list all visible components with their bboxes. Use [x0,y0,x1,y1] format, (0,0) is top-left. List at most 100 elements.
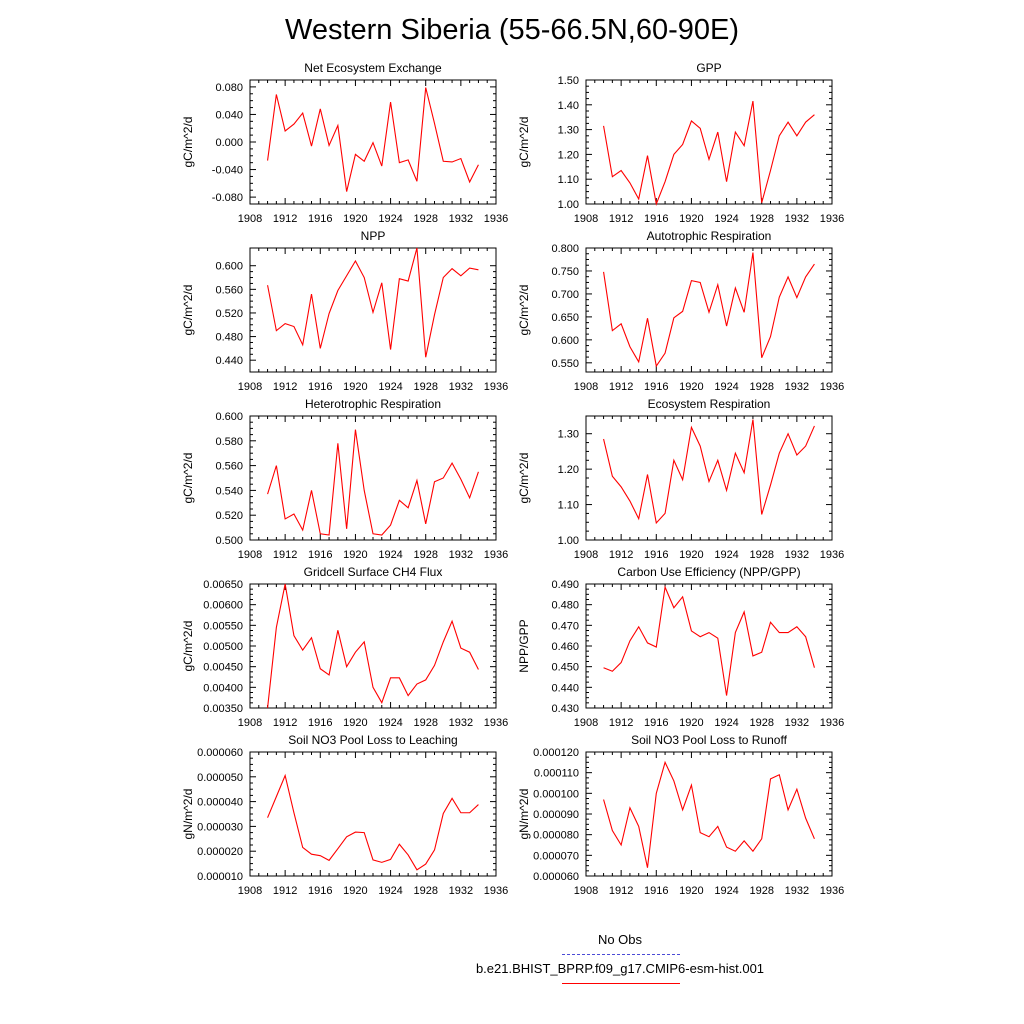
y-tick-label: 0.500 [215,535,243,547]
chart-panel-7: Carbon Use Efficiency (NPP/GPP) NPP/GPP 19… [517,565,844,729]
x-tick-label: 1928 [749,213,773,225]
chart-panel-2: NPP gC/m^2/d 1908 1912 1916 1920 1924 1928 1932 1… [181,229,508,393]
y-tick-label: 1.10 [558,174,579,186]
x-tick-label: 1932 [449,213,473,225]
y-tick-label: 0.480 [215,332,243,344]
x-tick-label: 1908 [238,381,262,393]
x-tick-label: 1908 [238,213,262,225]
y-tick-label: 0.000 [215,137,243,149]
y-tick-label: 0.470 [551,620,579,632]
x-tick-label: 1936 [820,717,844,729]
plot-frame [585,751,833,877]
y-tick-label: 1.30 [558,429,579,441]
x-tick-label: 1924 [714,549,738,561]
y-tick-label: -0.040 [212,165,243,177]
x-tick-label: 1920 [343,885,367,897]
y-tick-label: 0.520 [215,308,243,320]
x-tick-label: 1916 [644,381,668,393]
x-tick-label: 1932 [785,717,809,729]
y-axis-label: gC/m^2/d [517,117,531,168]
y-tick-label: 0.00650 [203,579,243,591]
x-tick-label: 1928 [749,885,773,897]
x-tick-label: 1936 [820,549,844,561]
series-line-0 [603,419,815,525]
x-tick-label: 1932 [449,549,473,561]
legend-model-line [562,983,680,984]
panel-title: Soil NO3 Pool Loss to Runoff [631,733,788,747]
y-tick-label: 0.000020 [197,846,243,858]
y-tick-label: 0.650 [551,312,579,324]
y-tick-label: 0.460 [551,641,579,653]
y-tick-label: 0.00400 [203,682,243,694]
x-tick-label: 1912 [273,885,297,897]
x-tick-label: 1928 [413,717,437,729]
y-tick-label: 1.40 [558,100,579,112]
x-tick-label: 1908 [574,213,598,225]
y-tick-label: 0.600 [551,335,579,347]
x-tick-label: 1916 [644,717,668,729]
y-tick-label: 0.00600 [203,600,243,612]
x-tick-label: 1936 [484,885,508,897]
x-tick-label: 1920 [679,549,703,561]
y-tick-label: 1.10 [558,500,579,512]
x-tick-label: 1912 [273,549,297,561]
chart-panel-8: Soil NO3 Pool Loss to Leaching gN/m^2/d 19… [181,733,508,897]
x-tick-label: 1928 [749,381,773,393]
x-tick-label: 1936 [820,213,844,225]
chart-panel-9: Soil NO3 Pool Loss to Runoff gN/m^2/d 1908… [517,733,844,897]
x-tick-label: 1924 [378,717,402,729]
x-tick-label: 1936 [484,381,508,393]
panel-title: Heterotrophic Respiration [305,397,441,411]
x-tick-label: 1912 [609,213,633,225]
x-tick-label: 1936 [484,717,508,729]
x-tick-label: 1920 [679,885,703,897]
series-line-0 [267,583,479,709]
y-tick-label: 0.540 [215,485,243,497]
x-tick-label: 1936 [484,549,508,561]
x-tick-label: 1932 [785,549,809,561]
y-tick-label: 1.30 [558,125,579,137]
y-tick-label: 0.000060 [533,871,579,883]
y-tick-label: 0.080 [215,82,243,94]
y-tick-label: 0.00550 [203,620,243,632]
y-axis-label: gC/m^2/d [181,453,195,504]
series-line-0 [603,585,815,696]
x-tick-label: 1928 [413,549,437,561]
y-tick-label: 0.800 [551,243,579,255]
x-tick-label: 1920 [343,717,367,729]
y-tick-label: 0.000120 [533,747,579,759]
plot-frame [585,583,833,709]
x-tick-label: 1908 [238,549,262,561]
chart-panel-0: Net Ecosystem Exchange gC/m^2/d 1908 1912 19… [181,61,508,225]
x-tick-label: 1924 [378,381,402,393]
y-tick-label: 0.000070 [533,850,579,862]
chart-panel-1: GPP gC/m^2/d 1908 1912 1916 1920 1924 1928 1932 1… [517,61,844,225]
panel-title: Gridcell Surface CH4 Flux [304,565,443,579]
y-tick-label: 0.00350 [203,703,243,715]
series-line-0 [267,247,479,358]
legend-model-label: b.e21.BHIST_BPRP.f09_g17.CMIP6-esm-hist.… [475,961,765,976]
x-tick-label: 1932 [449,885,473,897]
series-line-0 [603,760,815,868]
y-axis-label: gC/m^2/d [181,621,195,672]
x-tick-label: 1920 [679,381,703,393]
panel-title: Ecosystem Respiration [648,397,771,411]
x-tick-label: 1916 [308,213,332,225]
x-tick-label: 1924 [714,213,738,225]
page-title: Western Siberia (55-66.5N,60-90E) [284,14,740,46]
chart-panel-6: Gridcell Surface CH4 Flux gC/m^2/d 1908 191… [181,565,508,729]
x-tick-label: 1908 [238,717,262,729]
x-tick-label: 1928 [749,549,773,561]
x-tick-label: 1916 [308,549,332,561]
y-tick-label: 0.560 [215,284,243,296]
y-tick-label: 0.600 [215,411,243,423]
y-tick-label: 0.560 [215,461,243,473]
y-axis-label: gC/m^2/d [517,285,531,336]
y-tick-label: 1.00 [558,535,579,547]
x-tick-label: 1932 [449,717,473,729]
y-tick-label: 1.50 [558,75,579,87]
series-line-0 [267,773,479,871]
y-axis-label: gC/m^2/d [517,453,531,504]
y-tick-label: 0.700 [551,289,579,301]
y-tick-label: 0.040 [215,109,243,121]
